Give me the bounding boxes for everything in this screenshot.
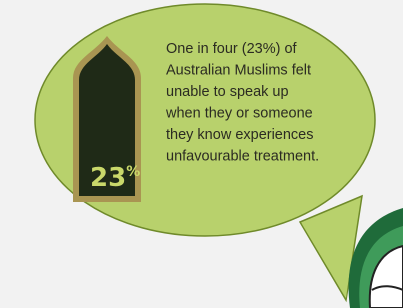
- stat-number: 23: [90, 163, 126, 193]
- arch-icon: 23%: [73, 36, 141, 202]
- text-line: One in four (23%) of: [166, 41, 298, 57]
- text-line: they know experiences: [166, 127, 314, 143]
- text-line: Australian Muslims felt: [166, 63, 311, 79]
- text-line: unable to speak up: [166, 84, 289, 100]
- text-line: unfavourable treatment.: [166, 149, 319, 165]
- infographic: 23% One in four (23%) of Australian Musli…: [0, 0, 403, 308]
- text-line: when they or someone: [165, 106, 313, 122]
- stat-unit: %: [126, 164, 140, 180]
